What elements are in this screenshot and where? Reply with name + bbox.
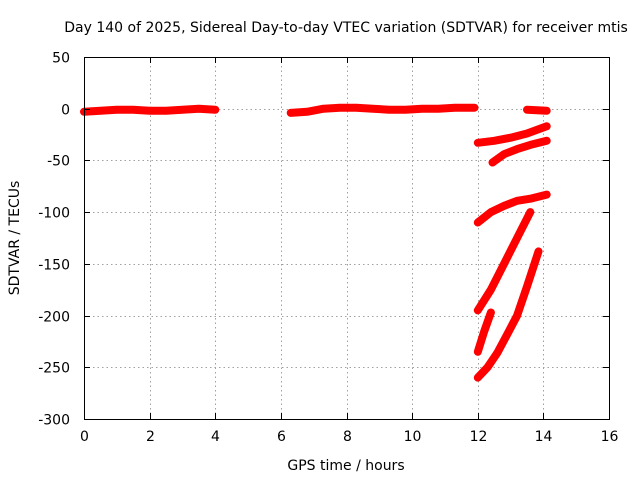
y-axis-label: SDTVAR / TECUs — [7, 181, 23, 296]
series-layer — [80, 103, 551, 382]
y-tick-label: -150 — [38, 258, 70, 274]
data-series-5 — [488, 136, 551, 167]
y-tick-label: -250 — [38, 361, 70, 377]
y-tick-label: -50 — [47, 154, 70, 170]
data-series-4 — [473, 122, 551, 147]
data-series-2 — [286, 103, 479, 117]
data-series-9 — [473, 247, 543, 382]
x-axis-label: GPS time / hours — [287, 458, 404, 474]
data-series-1 — [80, 104, 220, 116]
x-tick-label: 4 — [211, 429, 220, 445]
y-tick-label: 0 — [61, 103, 70, 119]
x-tick-label: 14 — [535, 429, 553, 445]
x-tick-label: 6 — [277, 429, 286, 445]
x-tick-label: 2 — [146, 429, 155, 445]
x-tick-label: 12 — [470, 429, 488, 445]
grid — [84, 57, 609, 419]
y-tick-label: -300 — [38, 413, 70, 429]
data-series-8 — [473, 308, 495, 356]
x-tick-label: 16 — [601, 429, 619, 445]
tick-labels: 0 2 4 6 8 10 12 14 16 50 0 -50 -100 -150 -200 -250 -300 — [38, 51, 618, 446]
chart-title: Day 140 of 2025, Sidereal Day-to-day VTE… — [64, 20, 628, 36]
x-tick-label: 10 — [404, 429, 422, 445]
data-series-3 — [523, 105, 551, 115]
y-tick-label: -200 — [38, 310, 70, 326]
y-tick-label: 50 — [52, 51, 70, 67]
data-series-7 — [473, 208, 535, 315]
data-series-6 — [473, 190, 551, 227]
x-tick-label: 8 — [343, 429, 352, 445]
y-tick-label: -100 — [38, 206, 70, 222]
x-tick-label: 0 — [80, 429, 89, 445]
